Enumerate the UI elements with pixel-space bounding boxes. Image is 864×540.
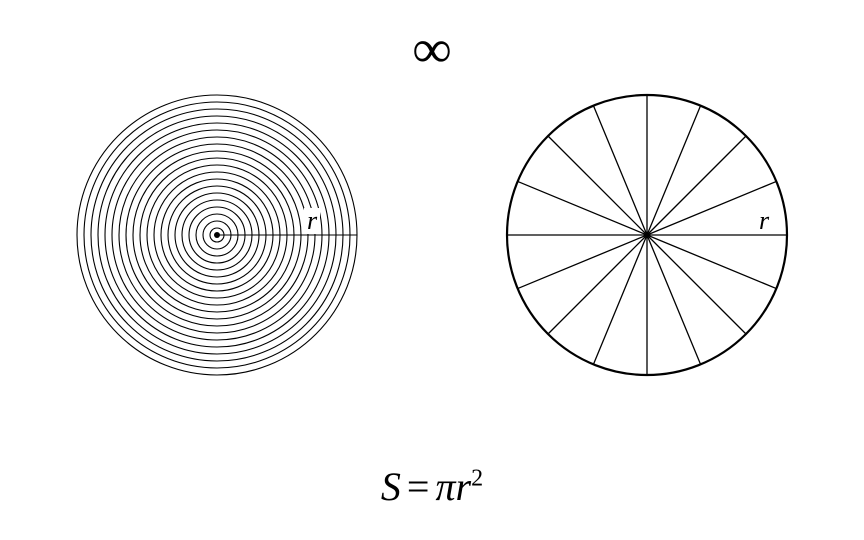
sectors-svg [502,90,792,380]
formula-lhs: S [381,464,401,509]
diagram-row: r r [0,90,864,380]
formula-var: r [456,464,472,509]
area-formula: S=πr2 [381,463,483,510]
formula-pi: π [435,464,455,509]
concentric-circle-diagram: r [72,90,362,380]
infinity-symbol: ∞ [413,18,452,80]
radius-label-right: r [756,208,772,234]
concentric-svg [72,90,362,380]
sector-circle-diagram: r [502,90,792,380]
formula-equals: = [401,464,436,509]
formula-exponent: 2 [471,466,483,492]
radius-label-left: r [304,208,320,234]
